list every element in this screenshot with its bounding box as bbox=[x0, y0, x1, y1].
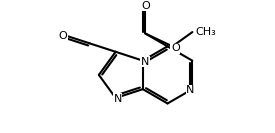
Text: N: N bbox=[113, 94, 122, 104]
Text: O: O bbox=[59, 31, 67, 41]
Text: CH₃: CH₃ bbox=[195, 27, 216, 37]
Text: N: N bbox=[141, 57, 149, 67]
Text: N: N bbox=[186, 85, 194, 95]
Text: O: O bbox=[141, 1, 150, 11]
Text: O: O bbox=[171, 43, 180, 53]
